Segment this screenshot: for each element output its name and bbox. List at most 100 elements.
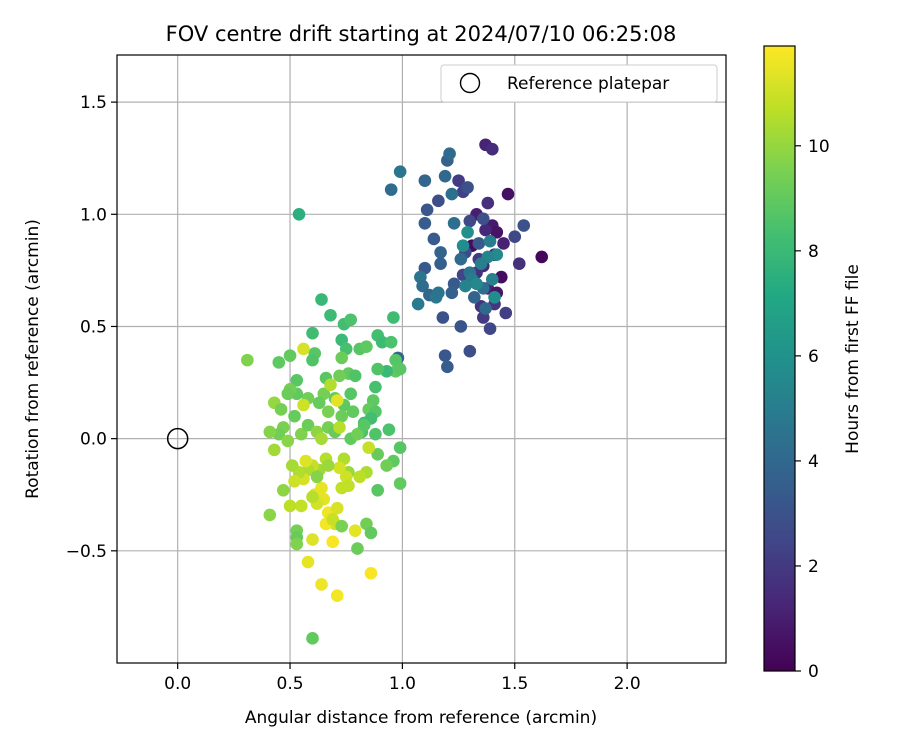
data-point	[468, 291, 481, 304]
data-point	[393, 165, 407, 178]
data-point	[292, 207, 306, 221]
data-point	[297, 398, 310, 412]
data-point	[335, 409, 349, 423]
y-tick-label: 1.5	[80, 93, 107, 113]
data-point	[499, 306, 513, 320]
data-point	[306, 632, 319, 645]
data-point	[418, 174, 432, 187]
data-point	[434, 246, 447, 259]
data-point	[479, 302, 492, 315]
x-tick-label: 0.5	[277, 674, 304, 694]
data-point	[463, 214, 477, 228]
data-point	[353, 470, 367, 484]
data-point	[420, 203, 434, 217]
data-point	[301, 418, 315, 432]
data-point	[335, 519, 349, 533]
colorbar-tick-label: 6	[808, 347, 819, 367]
data-point	[351, 542, 364, 555]
legend: Reference platepar	[440, 64, 718, 103]
data-point	[283, 349, 297, 362]
data-point	[434, 257, 447, 270]
data-point	[272, 356, 286, 369]
data-point	[301, 555, 315, 569]
data-point	[315, 293, 328, 306]
x-tick-label: 2.0	[614, 674, 641, 694]
data-point	[447, 216, 461, 230]
data-point	[315, 432, 328, 445]
data-point	[294, 427, 308, 441]
reference-platepar-marker	[166, 427, 189, 450]
data-point	[362, 441, 375, 454]
colorbar-gradient	[763, 45, 796, 672]
data-point	[432, 286, 445, 300]
data-point	[364, 526, 378, 540]
colorbar-tick-label: 10	[808, 137, 830, 157]
data-point	[393, 362, 407, 376]
data-point	[479, 223, 492, 237]
colorbar-tick-label: 4	[808, 452, 819, 472]
colorbar-tick-label: 2	[808, 557, 819, 577]
grid	[117, 55, 726, 663]
data-point	[427, 232, 441, 246]
data-point	[438, 169, 452, 183]
legend-box	[440, 64, 718, 103]
data-point	[241, 353, 254, 367]
data-point	[330, 501, 344, 515]
x-tick-label: 1.5	[501, 674, 528, 694]
data-point	[321, 459, 335, 472]
data-point	[375, 335, 389, 349]
data-point	[432, 194, 445, 208]
data-point	[268, 443, 281, 457]
data-point	[445, 187, 459, 201]
colorbar: 0 2 4 6 8 10 Hours from first FF file	[763, 45, 863, 682]
data-point	[346, 405, 360, 419]
x-axis-ticks: 0.0 0.5 1.0 1.5 2.0	[164, 663, 641, 694]
y-tick-label: −0.5	[66, 542, 107, 562]
data-point	[288, 474, 301, 488]
data-point	[335, 351, 349, 365]
data-point	[344, 313, 358, 327]
data-point	[312, 396, 326, 410]
data-point	[333, 421, 346, 434]
data-point	[459, 279, 472, 293]
data-point	[306, 490, 319, 504]
data-point	[508, 230, 522, 244]
data-point	[294, 499, 308, 513]
data-point	[445, 286, 459, 300]
colorbar-label: Hours from first FF file	[843, 264, 863, 454]
colorbar-ticks: 0 2 4 6 8 10	[795, 137, 830, 682]
data-point	[485, 142, 499, 156]
data-point	[326, 513, 340, 526]
plot-frame	[116, 54, 727, 664]
data-point	[535, 250, 549, 264]
data-point	[384, 183, 398, 196]
data-point	[290, 537, 304, 551]
data-point	[461, 225, 474, 239]
x-tick-label: 0.0	[164, 674, 191, 694]
data-point	[393, 477, 407, 490]
scatter-points	[241, 138, 549, 645]
data-point	[276, 483, 290, 497]
data-point	[483, 234, 497, 248]
data-point	[497, 237, 510, 250]
x-axis-label: Angular distance from reference (arcmin)	[245, 708, 597, 728]
data-point	[348, 524, 362, 537]
data-point	[371, 362, 384, 376]
data-point	[281, 434, 295, 448]
legend-marker-icon	[459, 72, 481, 94]
data-point	[297, 342, 310, 356]
data-point	[382, 423, 396, 436]
data-point	[474, 257, 488, 270]
y-axis-label: Rotation from reference (arcmin)	[23, 219, 43, 499]
data-point	[483, 322, 497, 336]
data-point	[416, 279, 429, 293]
data-point	[290, 374, 304, 387]
data-point	[501, 187, 515, 201]
data-point	[463, 344, 477, 358]
data-point	[299, 454, 313, 468]
colorbar-tick-label: 8	[808, 242, 819, 262]
data-point	[371, 483, 384, 497]
data-point	[333, 369, 346, 383]
data-point	[263, 508, 277, 522]
